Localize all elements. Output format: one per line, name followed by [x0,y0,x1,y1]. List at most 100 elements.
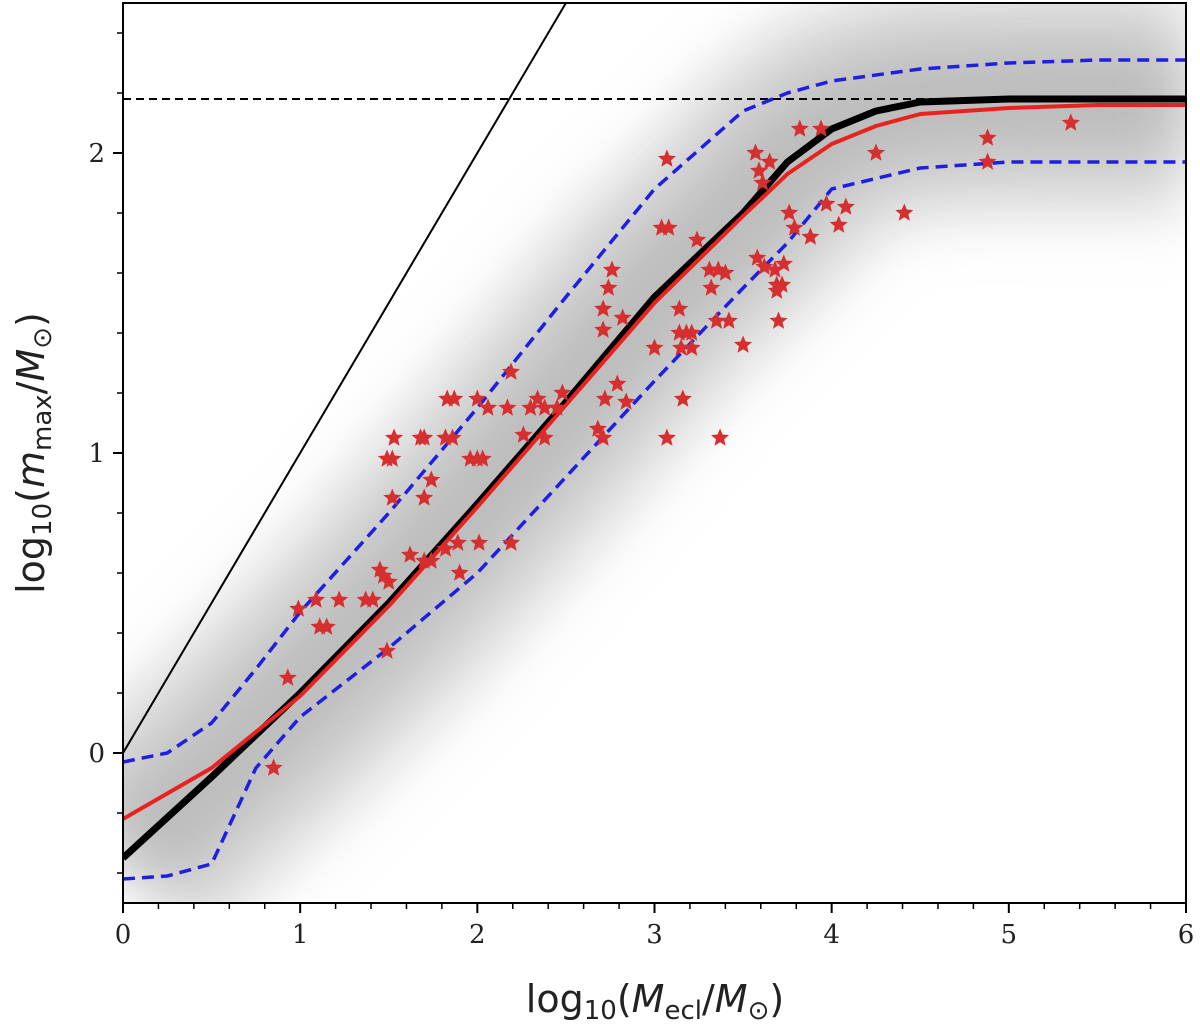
star-point [769,311,788,329]
star-point [548,398,567,416]
star-point [716,263,735,281]
star-point [755,257,774,275]
plot-area [123,3,1186,903]
star-point [785,218,804,236]
star-point [602,260,621,278]
curve [123,103,1186,821]
star-point [377,641,396,659]
star-point [422,551,441,569]
x-tick-label: 2 [469,920,486,950]
star-point [436,539,455,557]
label-part: / [9,381,53,394]
star-point [753,173,772,191]
star-point [707,311,726,329]
star-point [445,389,464,407]
star-point [734,335,753,353]
star-point [673,389,692,407]
label-part: log [9,536,53,594]
label-part: m [9,451,53,488]
star-point [978,152,997,170]
star-point [401,545,419,563]
star-point [330,590,349,608]
star-point [385,428,404,446]
label-part: M [632,977,665,1021]
label-part: M [715,977,748,1021]
label-part: M [9,349,53,382]
label-part: log [526,977,584,1021]
star-point [264,758,283,776]
star-point [498,398,517,416]
star-point [719,311,738,329]
label-part: / [702,977,715,1021]
star-point [617,392,636,410]
y-tick-label: 2 [88,139,105,169]
axes: 0 1 2 3 4 5 6 0 1 2 [88,32,1195,950]
star-point [750,161,769,179]
star-point [278,668,297,686]
star-point [866,143,885,161]
star-point [801,227,820,245]
star-point [817,194,836,212]
star-point [608,374,627,392]
star-point [829,215,848,233]
label-part: ) [9,312,53,327]
star-point [780,203,799,221]
star-point [383,449,402,467]
star-point [528,389,547,407]
x-tick-label: 1 [292,920,309,950]
label-part: ) [769,977,784,1021]
star-point [746,143,765,161]
star-point [773,275,792,293]
y-tick-label: 1 [88,439,105,469]
star-point [317,617,336,635]
star-point [790,119,809,137]
x-tick-label: 0 [115,920,132,950]
label-part: ⊙ [28,327,58,349]
star-point [688,230,707,248]
star-point [812,119,831,137]
star-point [478,398,497,416]
curve [123,160,1186,881]
star-point [895,203,914,221]
star-point [514,425,533,443]
star-point [594,428,613,446]
star-point [765,260,784,278]
x-tick-label: 3 [646,920,663,950]
star-point [613,308,632,326]
label-part: max [28,394,58,451]
star-point [521,398,540,416]
star-point [774,254,793,272]
star-point [383,488,402,506]
star-point [450,563,469,581]
star-point [599,278,618,296]
x-tick-label: 6 [1178,920,1195,950]
label-part: ( [9,488,53,503]
star-point [535,428,554,446]
star-point [379,572,398,590]
star-point [307,590,326,608]
star-point [289,599,308,617]
label-part: ecl [664,996,702,1026]
star-point [422,470,441,488]
star-point [672,338,691,356]
star-point [711,428,730,446]
star-point [535,398,554,416]
star-point [594,320,613,338]
star-point [553,383,572,401]
star-point [978,128,997,146]
star-point [363,590,382,608]
x-tick-label: 5 [1001,920,1018,950]
star-point [670,299,689,317]
star-point [415,488,434,506]
label-part: 10 [28,503,58,536]
curve [123,95,1186,861]
star-point [682,323,701,341]
star-point [836,197,855,215]
star-point [473,449,492,467]
label-part: 10 [584,996,617,1026]
star-point [502,362,520,380]
label-part: ⊙ [748,996,770,1026]
star-point [767,281,786,299]
curve [123,58,1186,764]
star-point [468,389,487,407]
